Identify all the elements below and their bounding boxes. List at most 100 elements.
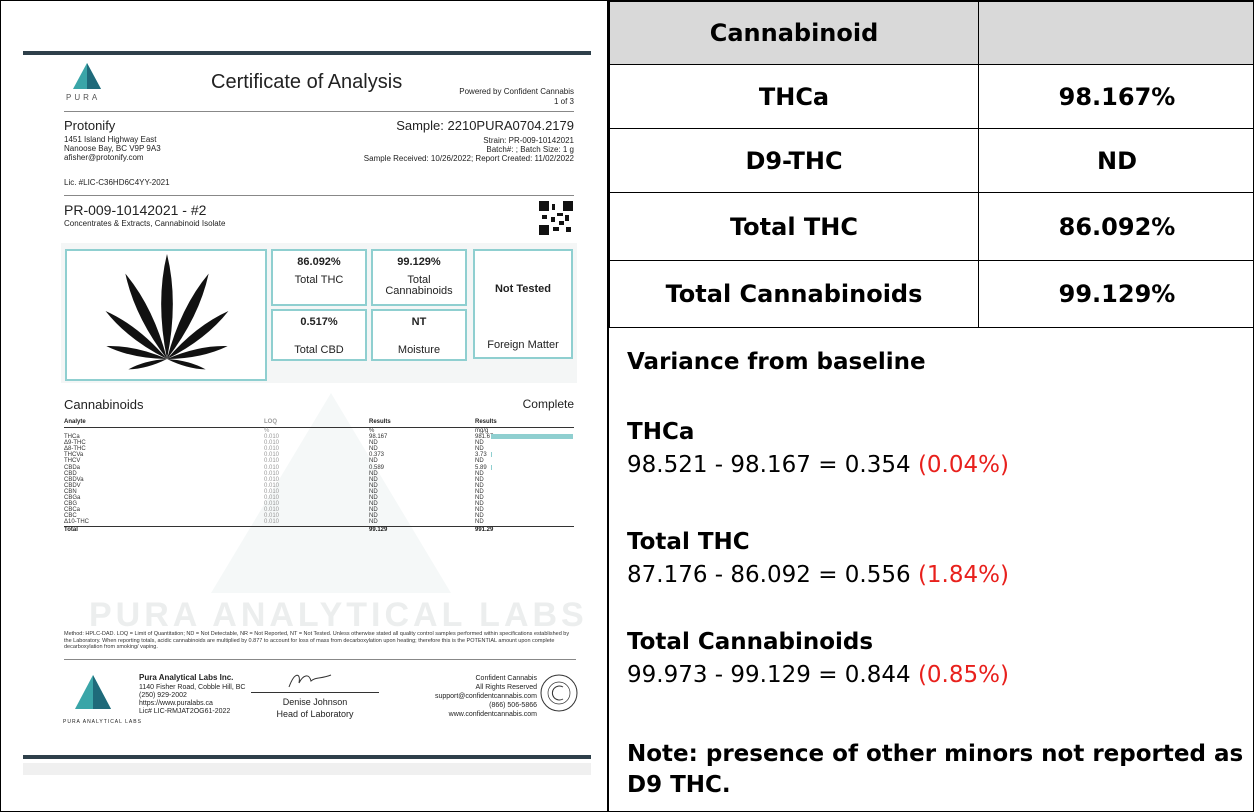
page-edge — [23, 763, 591, 775]
watermark: PURA ANALYTICAL LABS — [89, 596, 588, 635]
section-title: Cannabinoids — [64, 397, 144, 412]
table-cell: ND — [475, 483, 484, 489]
summary-label: Moisture — [373, 345, 465, 356]
table-value: 99.129% — [978, 260, 1254, 328]
summary-label: Total Cannabinoids — [373, 275, 465, 297]
table-cell: ND — [369, 513, 378, 519]
cc-seal — [539, 673, 579, 713]
table-cell: ND — [475, 513, 484, 519]
table-cell: CBG — [64, 501, 77, 507]
variance-percent: (0.04%) — [918, 452, 1009, 478]
powered-by: Powered by Confident Cannabis — [459, 87, 574, 96]
summary-label: Total CBD — [273, 345, 365, 356]
summary-box: 0.517%Total CBD — [271, 309, 367, 361]
sample-detail: Batch#: ; Batch Size: 1 g — [486, 145, 574, 154]
table-cell: 0.373 — [369, 452, 384, 458]
table-cell: 0.010 — [264, 501, 279, 507]
variance-title: Variance from baseline — [627, 349, 926, 375]
client-name: Protonify — [64, 118, 115, 133]
table-cell: THCVa — [64, 452, 83, 458]
lab-detail: Lic# LIC-RMJAT2OG61-2022 — [139, 708, 230, 715]
signer-name: Denise Johnson — [251, 697, 379, 707]
lab-name: Pura Analytical Labs Inc. — [139, 673, 233, 682]
table-name: Total Cannabinoids — [609, 260, 979, 328]
watermark-shape — [211, 393, 451, 593]
signature — [285, 669, 335, 691]
table-cell: 5.89 — [475, 465, 487, 471]
table-name: Total THC — [609, 192, 979, 261]
table-value: 98.167% — [978, 64, 1254, 129]
leaf-box — [65, 249, 267, 381]
variance-line: 87.176 - 86.092 = 0.556 (1.84%) — [627, 562, 1009, 588]
leaflet — [166, 357, 206, 372]
variance-name: THCa — [627, 419, 694, 445]
table-cell: THCa — [64, 434, 80, 440]
sample-detail: Strain: PR-009-10142021 — [483, 136, 574, 145]
table-cell: ND — [475, 519, 484, 525]
table-cell: ND — [369, 477, 378, 483]
table-cell: ND — [369, 483, 378, 489]
variance-equation: 98.521 - 98.167 = 0.354 — [627, 452, 911, 478]
cc-detail: (866) 506-5866 — [489, 702, 537, 709]
table-header-empty — [978, 1, 1254, 65]
title: Certificate of Analysis — [211, 71, 402, 94]
table-header: Results — [369, 419, 391, 425]
variance-line: 98.521 - 98.167 = 0.354 (0.04%) — [627, 452, 1009, 478]
total-rule — [64, 526, 574, 527]
product-category: Concentrates & Extracts, Cannabinoid Iso… — [64, 219, 225, 228]
table-cell: 0.010 — [264, 440, 279, 446]
table-cell: ND — [475, 495, 484, 501]
table-cell: 3.73 — [475, 452, 487, 458]
table-cell: 0.010 — [264, 471, 279, 477]
cc-detail: www.confidentcannabis.com — [449, 711, 537, 718]
leaflet — [161, 254, 173, 359]
brand: PURA — [66, 93, 100, 102]
table-name: THCa — [609, 64, 979, 129]
section-status: Complete — [523, 397, 574, 411]
qr-code — [539, 201, 573, 235]
table-cell: 0.010 — [264, 434, 279, 440]
lab-logo-text: PURA ANALYTICAL LABS — [63, 719, 142, 725]
client-address: Nanoose Bay, BC V9P 9A3 — [64, 144, 161, 153]
total-cell: 991.29 — [475, 527, 493, 533]
summary-value: NT — [373, 316, 465, 328]
table-cell: 0.010 — [264, 452, 279, 458]
variance-equation: 87.176 - 86.092 = 0.556 — [627, 562, 911, 588]
table-cell: 0.010 — [264, 483, 279, 489]
table-cell: ND — [369, 440, 378, 446]
table-cell: ND — [475, 507, 484, 513]
summary-panel: Cannabinoid Variance from baseline Note:… — [607, 1, 1254, 811]
table-cell: 0.010 — [264, 495, 279, 501]
divider — [64, 659, 576, 660]
signature-line — [251, 692, 379, 693]
table-header: LOQ — [264, 419, 277, 425]
table-cell: 0.010 — [264, 513, 279, 519]
result-bar — [491, 452, 492, 457]
variance-line: 99.973 - 99.129 = 0.844 (0.85%) — [627, 662, 1009, 688]
table-cell: ND — [369, 495, 378, 501]
top-bar — [23, 51, 591, 55]
cc-detail: support@confidentcannabis.com — [435, 693, 537, 700]
variance-percent: (0.85%) — [918, 662, 1009, 688]
table-cell: ND — [475, 458, 484, 464]
table-cell: Δ9-THC — [64, 440, 86, 446]
product-name: PR-009-10142021 - #2 — [64, 202, 206, 218]
table-cell: ND — [369, 489, 378, 495]
lab-detail: (250) 929-2002 — [139, 692, 187, 699]
page: PURA Certificate of Analysis Powered by … — [0, 0, 1254, 812]
table-cell: ND — [369, 507, 378, 513]
lab-logo — [73, 673, 113, 711]
table-cell: CBDVa — [64, 477, 84, 483]
table-cell: Δ10-THC — [64, 519, 89, 525]
summary-label: Foreign Matter — [475, 339, 571, 351]
sample-detail: Sample Received: 10/26/2022; Report Crea… — [364, 154, 574, 163]
table-cell: ND — [369, 519, 378, 525]
table-cell: ND — [475, 477, 484, 483]
table-cell: 0.010 — [264, 446, 279, 452]
summary-value: Not Tested — [475, 283, 571, 295]
table-cell: ND — [475, 446, 484, 452]
client-address: afisher@protonify.com — [64, 153, 144, 162]
lab-detail: 1140 Fisher Road, Cobble Hill, BC — [139, 684, 245, 691]
divider — [64, 111, 574, 112]
result-bar — [491, 465, 492, 470]
